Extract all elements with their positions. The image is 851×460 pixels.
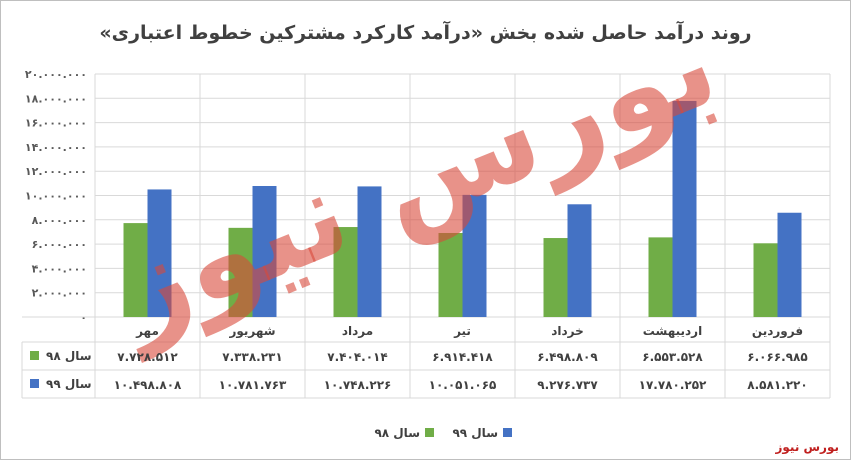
data-table-value: ۶.۰۶۶.۹۸۵ [747,350,807,364]
y-tick-label: ۴.۰۰۰.۰۰۰ [32,262,87,275]
bar-series-99 [462,194,487,317]
data-table-value: ۱۰.۷۴۸.۲۲۶ [324,378,392,392]
table-legend-key [30,379,39,388]
y-tick-label: ۱۲.۰۰۰.۰۰۰ [25,165,87,178]
data-table-value: ۷.۳۳۸.۲۳۱ [222,350,282,364]
data-table-value: ۶.۹۱۴.۴۱۸ [432,350,493,364]
table-series-name: سال ۹۸ [46,349,92,363]
category-label: تیر [453,324,471,338]
data-table-value: ۹.۲۷۶.۷۳۷ [537,378,598,392]
legend-label-99: سال ۹۹ [452,426,498,440]
legend-key-98 [425,428,434,437]
data-table-value: ۷.۴۰۴.۰۱۴ [327,350,387,364]
category-label: شهریور [228,324,275,339]
y-tick-label: ۸.۰۰۰.۰۰۰ [32,214,87,227]
chart-title: روند درآمد حاصل شده بخش «درآمد کارکرد مش… [99,22,752,44]
data-table-value: ۷.۷۲۸.۵۱۲ [117,350,178,364]
data-table-value: ۱۰.۷۸۱.۷۶۳ [219,378,287,392]
data-table-value: ۱۷.۷۸۰.۲۵۲ [639,378,707,392]
category-label: مرداد [342,324,373,338]
bar-series-99 [777,212,802,317]
y-tick-label: ۱۶.۰۰۰.۰۰۰ [25,117,87,130]
bar-series-99 [147,189,172,317]
y-tick-label: ۶.۰۰۰.۰۰۰ [32,238,87,251]
watermark-logo: بورس نیوز [90,0,736,363]
table-series-name: سال ۹۹ [46,377,92,391]
bar-series-99 [672,100,697,317]
bar-series-99 [252,186,277,317]
bar-series-98 [123,223,148,317]
table-legend-key [30,351,39,360]
legend-label-98: سال ۹۸ [374,426,420,440]
bar-series-98 [543,238,568,317]
legend-key-99 [503,428,512,437]
data-table-value: ۱۰.۴۹۸.۸۰۸ [114,378,182,392]
bar-series-98 [438,232,463,317]
bar-series-98 [228,227,253,317]
category-label: اردیبهشت [643,324,702,338]
y-tick-label: ۱۰.۰۰۰.۰۰۰ [25,190,87,203]
bar-series-99 [567,204,592,317]
y-tick-label: ۲.۰۰۰.۰۰۰ [32,287,87,300]
category-label: فروردین [752,324,803,339]
y-tick-label: ۲۰.۰۰۰.۰۰۰ [25,68,87,81]
data-table-value: ۱۰.۰۵۱.۰۶۵ [429,378,497,392]
y-tick-label: ۱۴.۰۰۰.۰۰۰ [25,141,87,154]
bar-series-98 [753,243,778,317]
brand-label: بورس نیوز [775,440,839,454]
data-table-value: ۶.۵۵۳.۵۲۸ [642,350,703,364]
bar-series-99 [357,186,382,317]
bar-series-98 [333,227,358,317]
data-table-value: ۶.۴۹۸.۸۰۹ [537,350,598,364]
category-label: مهر [135,324,159,338]
bar-series-98 [648,237,673,317]
data-table-value: ۸.۵۸۱.۲۲۰ [747,378,807,392]
category-label: خرداد [551,324,584,338]
y-tick-label: ۱۸.۰۰۰.۰۰۰ [25,92,87,105]
